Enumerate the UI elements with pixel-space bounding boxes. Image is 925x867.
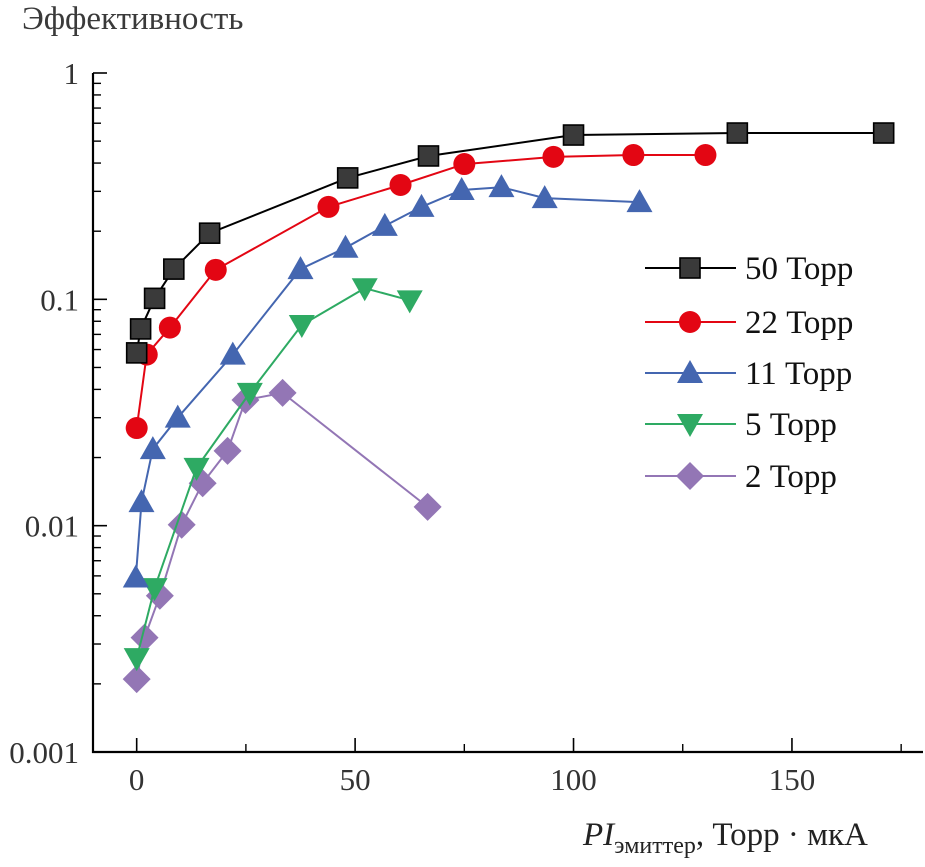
data-point bbox=[417, 145, 440, 167]
legend-label: 5 Торр bbox=[745, 407, 837, 443]
y-tick-label: 1 bbox=[64, 56, 80, 91]
series-2-torr bbox=[122, 378, 442, 694]
y-axis-title: Эффективность bbox=[22, 1, 243, 37]
data-point bbox=[183, 457, 210, 481]
data-point bbox=[448, 177, 475, 201]
series-line bbox=[135, 154, 706, 429]
x-tick-label: 0 bbox=[129, 762, 145, 797]
data-point bbox=[317, 195, 340, 218]
series-line bbox=[135, 132, 884, 354]
x-tick-label: 100 bbox=[550, 762, 597, 797]
data-point bbox=[488, 174, 515, 198]
data-point bbox=[219, 341, 246, 365]
legend-label: 11 Торр bbox=[745, 356, 852, 392]
data-point bbox=[122, 665, 151, 694]
series-50-torr bbox=[125, 122, 895, 364]
data-point bbox=[129, 318, 152, 340]
data-point bbox=[542, 145, 565, 168]
x-axis-title-units: , Торр · мкА bbox=[696, 817, 868, 853]
legend-marker bbox=[679, 257, 701, 279]
data-point bbox=[123, 648, 150, 672]
data-point bbox=[268, 378, 297, 407]
data-point bbox=[213, 436, 242, 465]
legend-entry: 5 Торр bbox=[645, 407, 837, 443]
series-5-torr bbox=[123, 278, 423, 672]
data-point bbox=[336, 167, 359, 189]
data-point bbox=[204, 258, 227, 281]
data-point bbox=[163, 258, 185, 280]
data-point bbox=[622, 144, 645, 167]
legend-marker bbox=[677, 414, 703, 437]
data-point bbox=[139, 436, 166, 460]
data-point bbox=[128, 489, 155, 513]
data-point bbox=[125, 342, 148, 364]
data-point bbox=[408, 193, 435, 217]
data-point bbox=[562, 124, 585, 146]
data-point bbox=[143, 287, 166, 310]
legend-entry: 50 Торр bbox=[645, 251, 853, 287]
legend-entry: 2 Торр bbox=[645, 459, 837, 495]
data-point bbox=[164, 404, 191, 428]
legend-marker bbox=[679, 311, 701, 333]
data-point bbox=[236, 382, 263, 406]
legend-label: 50 Торр bbox=[745, 251, 853, 287]
legend-marker bbox=[676, 462, 704, 490]
legend: 50 Торр 22 Торр 11 Торр 5 Торр 2 Торр bbox=[645, 251, 853, 495]
data-point bbox=[351, 278, 378, 302]
x-tick-label: 50 bbox=[340, 762, 371, 797]
y-tick-label: 0.01 bbox=[25, 509, 79, 544]
data-point bbox=[158, 316, 181, 339]
series-line bbox=[135, 287, 410, 659]
legend-label: 22 Торр bbox=[745, 305, 853, 341]
data-point bbox=[531, 185, 558, 209]
x-axis-title-main: PI bbox=[582, 817, 616, 853]
legend-entry: 22 Торр bbox=[645, 305, 853, 341]
axes: 1 0.1 0.01 0.001 0 50 100 150 bbox=[9, 56, 923, 797]
data-point bbox=[198, 222, 221, 244]
x-tick-label: 150 bbox=[769, 762, 816, 797]
data-point bbox=[141, 578, 168, 602]
legend-marker bbox=[677, 360, 703, 383]
series-line bbox=[134, 186, 640, 578]
data-point bbox=[122, 564, 149, 588]
data-point bbox=[287, 256, 314, 280]
data-point bbox=[288, 315, 315, 339]
data-point bbox=[413, 492, 442, 521]
legend-label: 2 Торр bbox=[745, 459, 837, 495]
y-tick-label: 0.001 bbox=[9, 735, 79, 770]
x-axis-title-subscript: эмиттер bbox=[614, 833, 696, 859]
data-point bbox=[130, 623, 159, 652]
data-point bbox=[371, 212, 398, 236]
series-11-torr bbox=[122, 174, 653, 588]
data-point bbox=[726, 122, 749, 144]
data-point bbox=[626, 189, 653, 213]
series-layer bbox=[122, 122, 895, 694]
data-point bbox=[872, 122, 895, 144]
data-point bbox=[453, 153, 476, 176]
x-axis-title: PIэмиттер, Торр · мкА bbox=[582, 817, 868, 859]
data-point bbox=[167, 510, 196, 539]
data-point bbox=[396, 290, 423, 314]
data-point bbox=[332, 234, 359, 258]
legend-entry: 11 Торр bbox=[645, 356, 852, 392]
data-point bbox=[694, 144, 717, 167]
data-point bbox=[125, 417, 148, 440]
data-point bbox=[389, 174, 412, 197]
y-tick-label: 0.1 bbox=[40, 282, 79, 317]
